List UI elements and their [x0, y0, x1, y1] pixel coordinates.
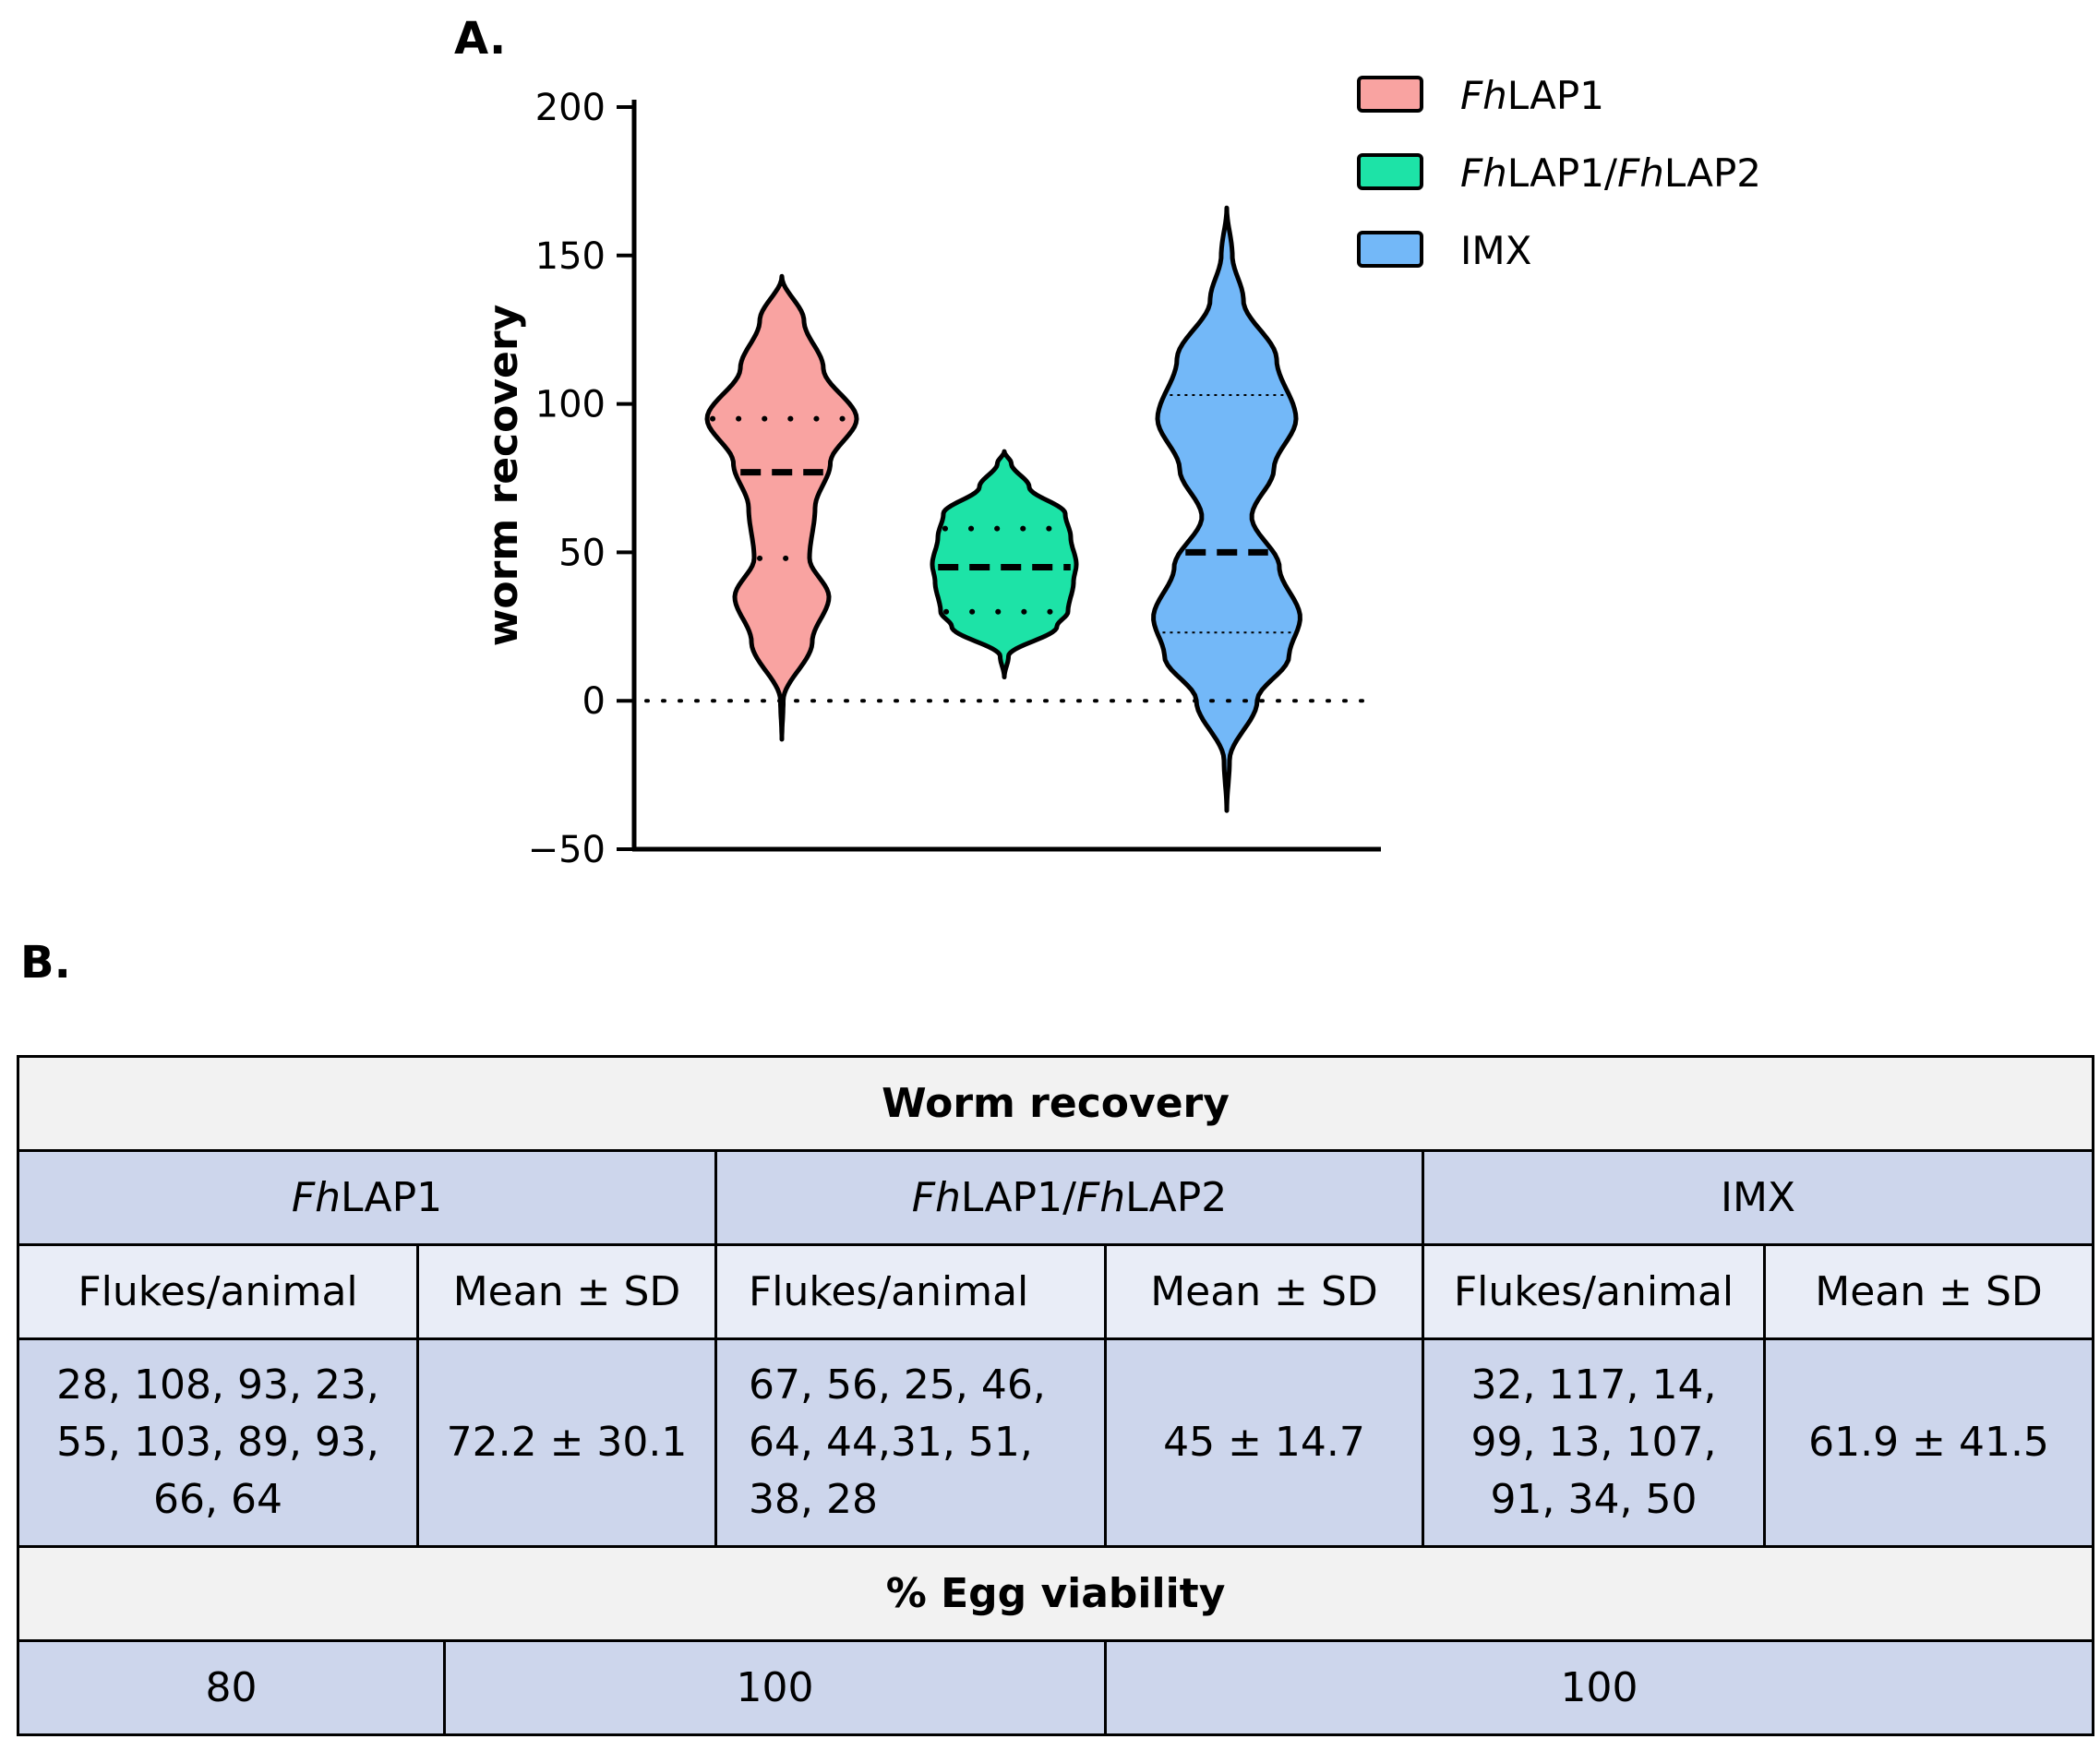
violin-quartile-lines: [710, 393, 1291, 634]
egg-viability-cell: 80: [17, 1639, 446, 1736]
legend-label: IMX: [1460, 228, 1531, 273]
y-tick-label: 150: [535, 235, 606, 278]
panel-b-label: B.: [20, 937, 71, 989]
egg-viability-cell: 100: [443, 1639, 1107, 1736]
violin-3: [1151, 205, 1302, 813]
y-tick-label: 200: [535, 87, 606, 129]
sub-header-flukes: Flukes/animal: [714, 1243, 1107, 1340]
legend-swatch: [1357, 76, 1423, 113]
group-header-fhlap1: FhLAP1: [17, 1149, 717, 1246]
flukes-cell: 32, 117, 14, 99, 13, 107, 91, 34, 50: [1422, 1337, 1766, 1548]
sub-header-mean: Mean ± SD: [1762, 1243, 2095, 1340]
mean-cell: 45 ± 14.7: [1104, 1337, 1424, 1548]
flukes-cell: 67, 56, 25, 46, 64, 44,31, 51, 38, 28: [714, 1337, 1107, 1548]
flukes-cell: 28, 108, 93, 23, 55, 103, 89, 93, 66, 64: [17, 1337, 419, 1548]
sub-header-flukes: Flukes/animal: [17, 1243, 419, 1340]
group-header-fhlap1-fhlap2: FhLAP1/FhLAP2: [714, 1149, 1424, 1246]
legend: FhLAP1 FhLAP1/FhLAP2 IMX: [1357, 73, 1761, 273]
legend-swatch: [1357, 231, 1423, 268]
group-header-imx: IMX: [1421, 1149, 2095, 1246]
y-tick-label: 100: [535, 384, 606, 426]
results-table: Worm recovery FhLAP1 FhLAP1/FhLAP2 IMX F…: [16, 1055, 2095, 1736]
egg-viability-title: % Egg viability: [16, 1545, 2095, 1642]
panel-a-label: A.: [454, 13, 507, 65]
violin-1: [704, 273, 859, 742]
sub-header-mean: Mean ± SD: [1104, 1243, 1424, 1340]
sub-header-flukes: Flukes/animal: [1422, 1243, 1766, 1340]
y-tick-label: −50: [528, 829, 606, 871]
y-tick-label: 0: [582, 680, 606, 723]
y-axis-title: worm recovery: [480, 305, 527, 647]
legend-swatch: [1357, 153, 1423, 190]
violins-layer: [704, 205, 1302, 813]
legend-label: FhLAP1: [1460, 73, 1604, 118]
worm-recovery-title: Worm recovery: [16, 1055, 2095, 1152]
y-ticks: 200 150 100 50 0 −50: [528, 87, 634, 871]
legend-label: FhLAP1/FhLAP2: [1460, 150, 1761, 196]
y-tick-label: 50: [558, 532, 606, 574]
egg-viability-cell: 100: [1103, 1639, 2095, 1736]
mean-cell: 61.9 ± 41.5: [1762, 1337, 2095, 1548]
mean-cell: 72.2 ± 30.1: [416, 1337, 717, 1548]
sub-header-mean: Mean ± SD: [416, 1243, 717, 1340]
